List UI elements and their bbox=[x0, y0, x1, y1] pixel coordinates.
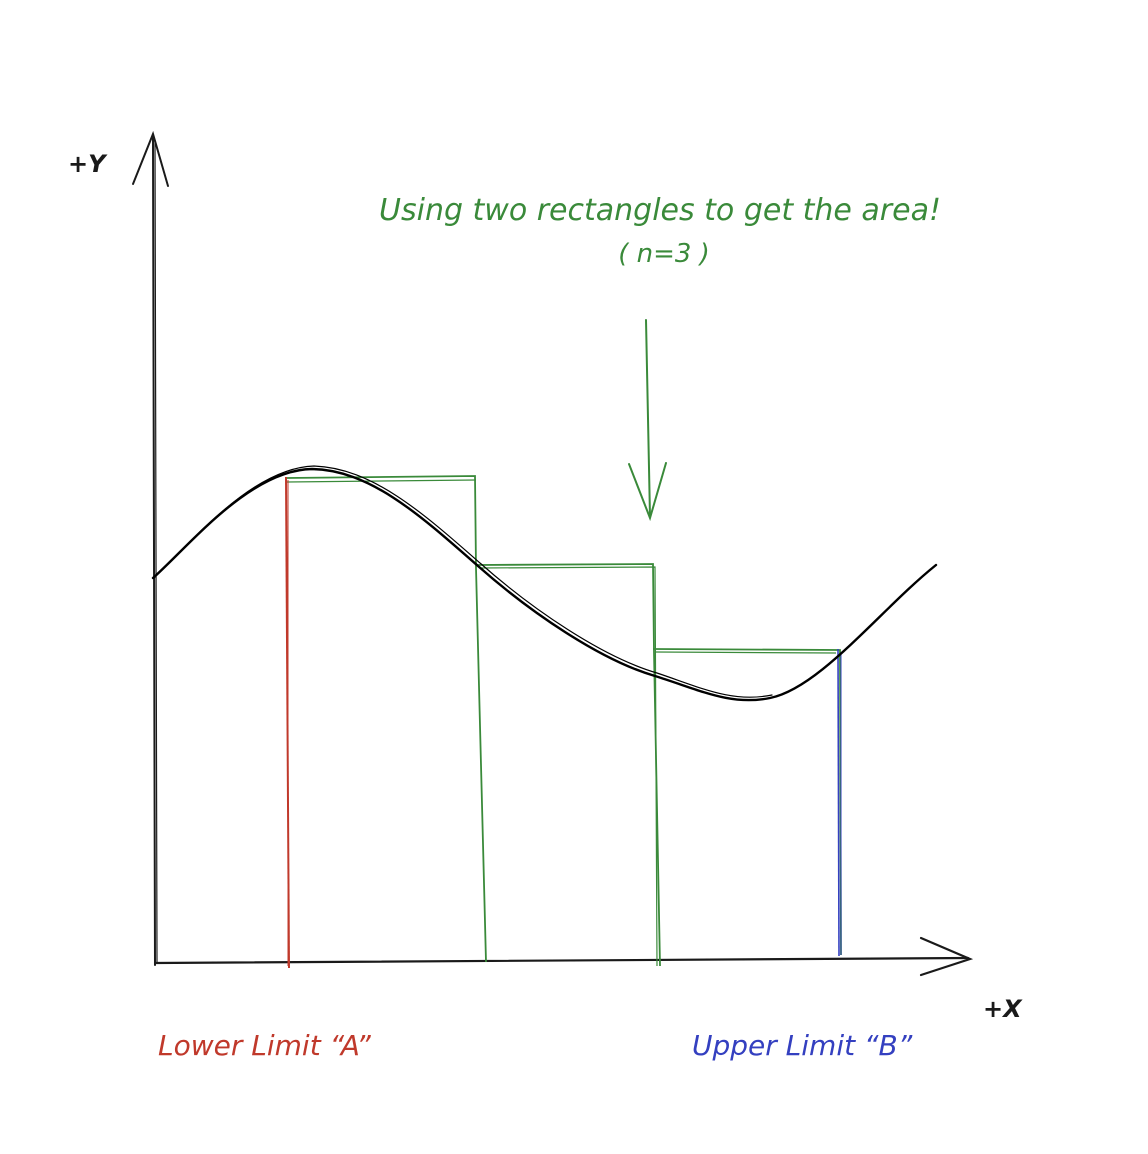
upper-limit-label: Upper Limit “B” bbox=[692, 1029, 913, 1062]
rectangle-3 bbox=[652, 648, 842, 956]
riemann-rectangles bbox=[286, 475, 842, 967]
x-axis bbox=[153, 936, 974, 977]
annotation-arrowhead bbox=[628, 462, 667, 522]
y-axis-label: +Y bbox=[68, 150, 108, 178]
function-curve bbox=[151, 465, 938, 702]
y-axis-arrowhead bbox=[132, 130, 169, 187]
lower-limit-label: Lower Limit “A” bbox=[158, 1029, 371, 1062]
rectangle-2 bbox=[476, 563, 661, 967]
upper-limit-line bbox=[837, 648, 842, 957]
x-axis-label: +X bbox=[983, 995, 1023, 1023]
annotation-title: Using two rectangles to get the area! bbox=[379, 193, 941, 228]
annotation-arrow bbox=[628, 319, 667, 522]
y-axis bbox=[132, 130, 169, 966]
annotation-subtitle: ( n=3 ) bbox=[618, 239, 710, 269]
lower-limit-line bbox=[285, 476, 290, 969]
x-axis-arrowhead bbox=[919, 936, 974, 977]
rectangle-1 bbox=[286, 475, 487, 963]
